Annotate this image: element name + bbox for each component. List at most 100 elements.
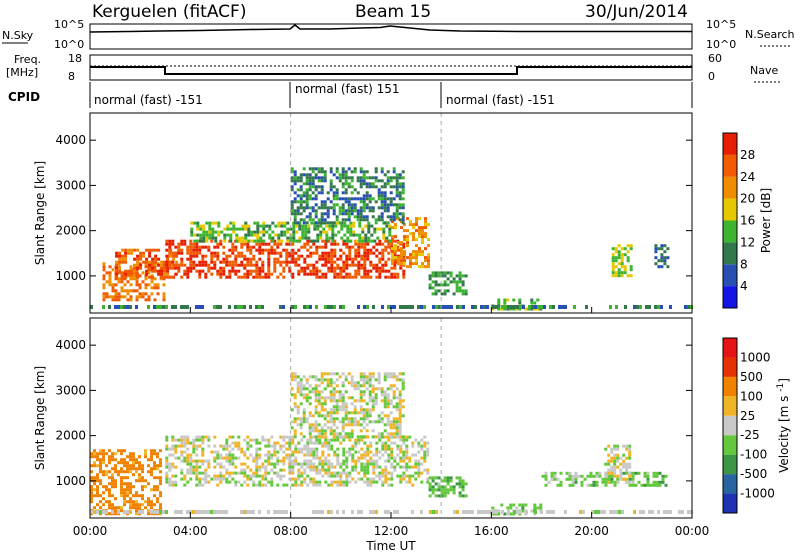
heatmap-cell [427, 256, 430, 260]
x-tick-label: 04:00 [173, 524, 208, 538]
heatmap-cell [437, 485, 441, 489]
heatmap-cell [180, 510, 183, 514]
heatmap-cell [138, 295, 142, 299]
heatmap-cell [102, 265, 106, 269]
heatmap-cell [516, 510, 519, 514]
heatmap-cell [314, 384, 318, 388]
heatmap-cell [550, 471, 554, 475]
heatmap-cell [267, 438, 271, 442]
heatmap-cell [258, 257, 262, 261]
heatmap-cell [314, 176, 318, 180]
heatmap-cell [147, 470, 150, 474]
heatmap-cell [207, 474, 211, 478]
heatmap-cell [357, 248, 361, 252]
heatmap-cell [386, 182, 390, 186]
heatmap-cell [204, 275, 208, 279]
heatmap-cell [559, 471, 563, 475]
heatmap-cell [273, 450, 277, 454]
heatmap-cell [166, 266, 170, 270]
heatmap-cell [298, 224, 302, 228]
heatmap-cell [443, 491, 447, 495]
heatmap-cell [160, 260, 164, 264]
heatmap-cell [458, 289, 462, 293]
heatmap-cell [189, 465, 193, 469]
heatmap-cell [160, 266, 164, 270]
heatmap-cell [321, 263, 325, 267]
heatmap-cell [362, 375, 366, 379]
heatmap-cell [377, 194, 381, 198]
heatmap-cell [607, 468, 611, 472]
heatmap-cell [303, 266, 307, 270]
ground-scatter-band [90, 305, 693, 309]
heatmap-cell [400, 259, 403, 263]
heatmap-cell [130, 248, 134, 252]
heatmap-cell [180, 435, 184, 439]
heatmap-cell [390, 453, 394, 457]
heatmap-cell [99, 482, 102, 486]
heatmap-cell [332, 396, 336, 400]
heatmap-cell [371, 405, 375, 409]
heatmap-cell [305, 191, 309, 195]
heatmap-cell [303, 447, 307, 451]
heatmap-cell [390, 465, 394, 469]
heatmap-cell [231, 456, 235, 460]
heatmap-cell [267, 459, 271, 463]
heatmap-cell [282, 456, 286, 460]
heatmap-cell [105, 280, 109, 284]
heatmap-cell [139, 251, 143, 255]
heatmap-cell [186, 275, 190, 279]
heatmap-cell [135, 512, 138, 516]
heatmap-cell [192, 471, 196, 475]
heatmap-cell [102, 286, 106, 290]
colorbar-tick-label: 4 [740, 279, 748, 293]
heatmap-cell [381, 468, 385, 472]
heatmap-cell [290, 206, 294, 210]
heatmap-cell [354, 465, 358, 469]
heatmap-cell [189, 257, 193, 261]
heatmap-cell [255, 447, 259, 451]
heatmap-cell [311, 191, 315, 195]
heatmap-cell [151, 260, 155, 264]
heatmap-cell [391, 238, 394, 242]
heatmap-cell [166, 272, 170, 276]
heatmap-cell [186, 441, 190, 445]
heatmap-cell [607, 453, 611, 457]
heatmap-cell [207, 462, 211, 466]
heatmap-cell [363, 480, 367, 484]
heatmap-cell [300, 245, 304, 249]
heatmap-cell [477, 510, 480, 514]
heatmap-cell [299, 402, 303, 406]
heatmap-cell [344, 411, 348, 415]
heatmap-cell [258, 272, 262, 276]
heatmap-cell [117, 449, 120, 453]
heatmap-cell [301, 236, 305, 240]
heatmap-cell [598, 471, 602, 475]
heatmap-cell [120, 277, 124, 281]
heatmap-cell [611, 256, 615, 260]
heatmap-cell [607, 474, 611, 478]
heatmap-cell [394, 223, 397, 227]
heatmap-cell [428, 494, 432, 498]
heatmap-cell [93, 494, 96, 498]
heatmap-cell [316, 227, 320, 231]
heatmap-cell [365, 408, 369, 412]
heatmap-cell [371, 390, 375, 394]
heatmap-cell [270, 456, 274, 460]
heatmap-cell [622, 459, 626, 463]
heatmap-cell [380, 206, 384, 210]
power-frame [89, 112, 693, 314]
heatmap-cell [491, 506, 495, 510]
cpid-segment-1: normal (fast) -151 [94, 93, 203, 107]
heatmap-cell [437, 476, 441, 480]
heatmap-cell [401, 221, 405, 225]
heatmap-cell [386, 170, 390, 174]
heatmap-cell [348, 480, 352, 484]
heatmap-cell [305, 182, 309, 186]
heatmap-cell [669, 305, 672, 309]
heatmap-cell [308, 197, 312, 201]
heatmap-cell [195, 477, 199, 481]
heatmap-cell [235, 233, 239, 237]
heatmap-cell [395, 432, 399, 436]
heatmap-cell [611, 259, 615, 263]
heatmap-cell [111, 476, 114, 480]
